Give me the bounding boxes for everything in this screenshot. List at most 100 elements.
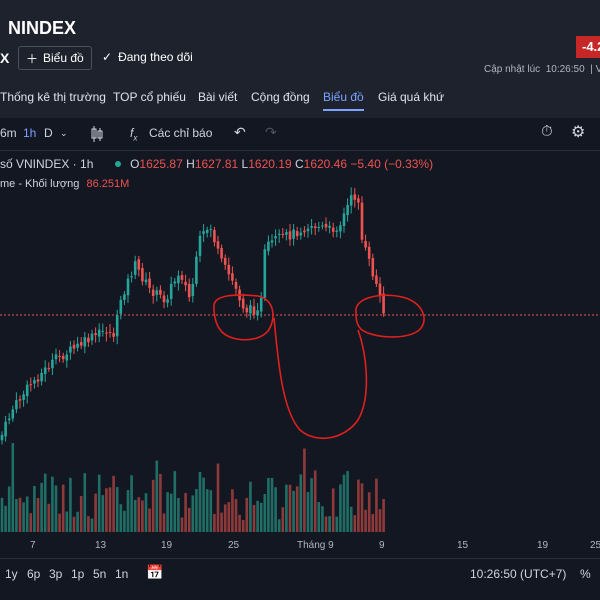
candle-body (198, 235, 202, 256)
settings-gear-icon[interactable]: ⚙ (571, 124, 586, 141)
volume-bar (112, 475, 115, 532)
volume-bar (18, 497, 22, 532)
volume-bar (216, 463, 220, 532)
clock-timezone[interactable]: 10:26:50 (UTC+7) (470, 567, 567, 581)
tab-articles[interactable]: Bài viết (198, 90, 238, 104)
candle-body (115, 315, 119, 337)
tab-market-stats[interactable]: Thống kê thị trường (0, 90, 106, 104)
follow-button[interactable]: ✓ Đang theo dõi (102, 50, 193, 64)
candle-body (184, 281, 187, 286)
candle-body (61, 355, 65, 360)
add-chart-label: Biểu đồ (43, 51, 84, 65)
candle-body (36, 379, 40, 382)
indicators-icon[interactable]: fx (130, 126, 138, 143)
volume-bar (180, 517, 184, 532)
candle-body (288, 231, 292, 240)
candle-body (25, 384, 29, 397)
volume-bar (321, 506, 324, 532)
candle-body (346, 204, 349, 216)
volume-bar (40, 482, 43, 532)
candle-type-icon[interactable] (90, 125, 104, 143)
chart-toolbar: 6m 1h D ⌄ fx Các chỉ báo ↶ ↷ ⏱ ⚙ (0, 118, 600, 151)
volume-bar (162, 513, 166, 532)
tab-chart[interactable]: Biểu đồ (323, 90, 364, 111)
volume-bar (227, 502, 231, 532)
price-candles (0, 187, 385, 445)
volume-bar (245, 497, 249, 532)
range-6p[interactable]: 6p (27, 567, 41, 581)
range-3p[interactable]: 3p (49, 567, 63, 581)
candle-body (227, 264, 231, 275)
candle-body (292, 229, 295, 239)
header-bar: NINDEX X ＋ Biểu đồ ✓ Đang theo dõi -4.2 … (0, 0, 600, 118)
tab-community[interactable]: Cộng đồng (251, 90, 310, 104)
candle-body (281, 234, 285, 236)
close-value: 1620.46 (303, 157, 348, 171)
volume-bar (119, 504, 123, 532)
candle-body (303, 230, 306, 233)
updated-label: Cập nhật lúc (484, 64, 541, 75)
x-tick: 19 (161, 540, 173, 551)
volume-bar (33, 485, 36, 532)
percent-scale-toggle[interactable]: % (580, 567, 591, 581)
candle-body (90, 333, 94, 341)
candle-body (18, 399, 22, 401)
candle-body (353, 194, 357, 200)
tab-top-stocks[interactable]: TOP cổ phiếu (113, 90, 186, 104)
candle-body (133, 261, 137, 275)
volume-bar (151, 479, 155, 532)
volume-bar (213, 513, 216, 532)
interval-1h[interactable]: 1h (23, 126, 37, 140)
candle-body (259, 297, 263, 312)
undo-icon[interactable]: ↶ (234, 124, 246, 140)
date-range-icon[interactable]: 📅 (146, 564, 164, 580)
volume-bar (22, 502, 25, 532)
updated-suffix: | Vi (590, 64, 600, 75)
volume-bar (115, 487, 119, 532)
alarm-icon[interactable]: ⏱ (541, 123, 553, 140)
indicators-button[interactable]: Các chỉ báo (149, 126, 213, 140)
volume-bar (87, 516, 90, 532)
candle-body (54, 354, 58, 360)
volume-bar (270, 477, 274, 532)
volume-bar (58, 513, 61, 532)
volume-bar (15, 499, 18, 532)
redo-icon[interactable]: ↷ (265, 124, 277, 140)
candle-body (339, 225, 342, 232)
volume-bar (169, 493, 173, 532)
volume-bar (220, 512, 223, 532)
x-tick: 19 (537, 540, 549, 551)
candle-body (159, 289, 162, 295)
range-5n[interactable]: 5n (93, 567, 107, 581)
volume-bar (108, 487, 112, 532)
volume-bar (342, 474, 346, 532)
volume-bar (94, 493, 97, 532)
add-chart-button[interactable]: ＋ Biểu đồ (18, 46, 92, 70)
interval-6m[interactable]: 6m (0, 126, 17, 140)
range-1n[interactable]: 1n (115, 567, 129, 581)
volume-bar (51, 476, 54, 532)
volume-bar (295, 486, 299, 532)
interval-dropdown-icon[interactable]: ⌄ (60, 128, 68, 138)
candle-body (43, 367, 47, 374)
volume-bar (187, 507, 191, 532)
candle-body (105, 332, 108, 334)
volume-bar (234, 499, 238, 532)
candle-body (378, 283, 382, 296)
x-tick: 9 (379, 540, 385, 551)
tab-price-history[interactable]: Giá quá khứ (378, 90, 445, 104)
candle-body (205, 229, 209, 233)
volume-bar (177, 497, 180, 532)
volume-bar (61, 484, 65, 532)
volume-bar (123, 510, 126, 532)
interval-d[interactable]: D (44, 126, 53, 140)
candle-body (274, 236, 277, 239)
range-1y[interactable]: 1y (5, 567, 18, 581)
candle-body (238, 289, 241, 301)
volume-bar (331, 488, 335, 532)
volume-bar (277, 519, 281, 532)
range-1p[interactable]: 1p (71, 567, 85, 581)
candle-body (126, 278, 130, 296)
volume-bar (25, 496, 29, 532)
candle-body (155, 290, 159, 295)
